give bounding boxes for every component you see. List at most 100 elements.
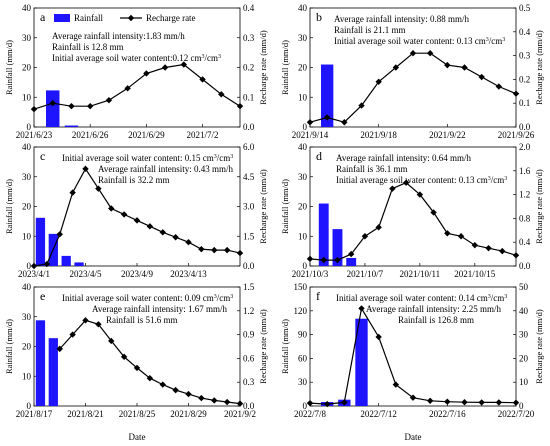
y2-axis-label: Recharge rate (mm/d) bbox=[534, 30, 544, 105]
y2-tick-label: 0.1 bbox=[243, 92, 254, 102]
legend-recharge-label: Recharge rate bbox=[146, 13, 196, 23]
recharge-rate-point bbox=[30, 105, 38, 113]
y2-axis-label: Recharge rate (mm/d) bbox=[534, 309, 544, 384]
x-tick-label: 2022/7/16 bbox=[429, 409, 466, 419]
panel-label: a bbox=[40, 10, 46, 24]
recharge-rate-point bbox=[56, 231, 63, 238]
recharge-rate-point bbox=[461, 64, 468, 71]
plot-frame bbox=[33, 7, 241, 128]
annotation: Initial average soil water content: 0.13… bbox=[334, 36, 505, 46]
recharge-rate-point bbox=[95, 321, 102, 328]
recharge-rate-point bbox=[161, 64, 169, 71]
recharge-rate-point bbox=[444, 398, 451, 405]
recharge-rate-line bbox=[59, 319, 241, 405]
recharge-rate-point bbox=[323, 400, 331, 408]
x-tick-label: 2021/9/18 bbox=[360, 130, 397, 140]
y2-tick-label: 30 bbox=[519, 330, 529, 340]
panel-e: 0 10 20 30 40 0.0 0.3 0.6 0.9 1.2 1.5 2021/8/17 2021… bbox=[4, 282, 268, 442]
recharge-rate-point bbox=[124, 85, 131, 92]
recharge-rate-point bbox=[334, 256, 341, 264]
y-tick-label: 10 bbox=[22, 371, 32, 381]
recharge-rate-point bbox=[236, 102, 244, 110]
y-axis-label: Rainfall (mm/d) bbox=[280, 40, 290, 95]
recharge-rate-point bbox=[409, 394, 417, 401]
plot-frame bbox=[309, 286, 517, 407]
annotation: Average rainfall intensity: 1.67 mm/h bbox=[92, 304, 228, 314]
rainfall-bar bbox=[35, 320, 46, 406]
annotation: Initial average soil water content: 0.14… bbox=[336, 293, 507, 303]
y-tick-label: 120 bbox=[294, 306, 308, 316]
recharge-rate-point bbox=[320, 256, 327, 264]
recharge-rate-point bbox=[159, 229, 166, 236]
y-tick-label: 30 bbox=[298, 33, 308, 43]
y-tick-label: 10 bbox=[298, 231, 308, 241]
recharge-rate-point bbox=[461, 398, 468, 406]
y-tick-label: 10 bbox=[22, 231, 32, 241]
y-tick-label: 150 bbox=[294, 282, 308, 292]
y-axis-label: Rainfall (mm/d) bbox=[4, 319, 14, 374]
y2-tick-label: 40 bbox=[519, 306, 529, 316]
y-tick-label: 10 bbox=[298, 92, 308, 102]
x-tick-label: 2021/7/2 bbox=[187, 130, 219, 140]
recharge-rate-point bbox=[392, 381, 400, 388]
y2-tick-label: 1.2 bbox=[243, 306, 254, 316]
y2-tick-label: 0.9 bbox=[243, 330, 255, 340]
recharge-rate-point bbox=[69, 331, 76, 338]
recharge-rate-point bbox=[306, 255, 314, 263]
annotation: Initial average soil water content:0.12 … bbox=[52, 53, 221, 63]
recharge-rate-point bbox=[198, 245, 205, 253]
y2-tick-label: 0.0 bbox=[243, 261, 255, 271]
y-tick-label: 30 bbox=[298, 172, 308, 182]
recharge-rate-point bbox=[159, 381, 166, 388]
recharge-rate-point bbox=[211, 397, 218, 404]
recharge-rate-point bbox=[180, 61, 188, 68]
y-tick-label: 20 bbox=[22, 202, 32, 212]
annotation: Rainfall is 51.6 mm bbox=[106, 315, 178, 325]
legend-recharge-marker bbox=[127, 14, 135, 22]
y2-axis-label: Recharge rate (mm/d) bbox=[258, 30, 268, 105]
y2-tick-label: 0.4 bbox=[243, 3, 255, 13]
recharge-rate-point bbox=[426, 397, 434, 404]
y-axis-label: Rainfall (mm/d) bbox=[280, 319, 290, 374]
annotation: Initial average soil water content: 0.15… bbox=[62, 153, 233, 163]
recharge-rate-point bbox=[444, 230, 451, 237]
recharge-rate-point bbox=[306, 119, 314, 126]
y2-tick-label: 1.2 bbox=[519, 190, 530, 200]
recharge-rate-point bbox=[375, 224, 382, 231]
recharge-rate-point bbox=[512, 399, 520, 406]
y2-tick-label: 0.0 bbox=[243, 401, 255, 411]
recharge-rate-point bbox=[105, 97, 113, 104]
recharge-rate-point bbox=[185, 390, 192, 398]
y2-tick-label: 6.0 bbox=[243, 142, 255, 152]
recharge-rate-point bbox=[185, 239, 192, 246]
y2-tick-label: 1.6 bbox=[519, 166, 531, 176]
panel-d: 0 10 20 30 40 0.0 0.4 0.8 1.2 1.6 2.0 2021/10/3 2021… bbox=[280, 142, 544, 279]
legend-rainfall-swatch bbox=[54, 14, 70, 22]
y-tick-label: 20 bbox=[298, 63, 308, 73]
x-tick-label: 2021/9/22 bbox=[429, 130, 466, 140]
y2-tick-label: 0.3 bbox=[519, 51, 531, 61]
y-tick-label: 0 bbox=[27, 401, 32, 411]
recharge-rate-point bbox=[172, 234, 179, 241]
y-tick-label: 30 bbox=[298, 377, 308, 387]
x-tick-label: 2022/7/8 bbox=[294, 409, 327, 419]
x-tick-label: 2021/6/29 bbox=[128, 130, 165, 140]
y2-tick-label: 0.6 bbox=[243, 353, 255, 363]
panel-label: b bbox=[316, 10, 322, 24]
recharge-rate-point bbox=[457, 233, 465, 240]
x-tick-label: 2021/9/14 bbox=[292, 130, 329, 140]
rainfall-bar bbox=[48, 338, 58, 406]
y2-axis-label: Recharge rate (mm/d) bbox=[258, 309, 268, 384]
recharge-rate-point bbox=[143, 70, 150, 77]
y2-tick-label: 0.3 bbox=[243, 377, 255, 387]
recharge-rate-point bbox=[146, 375, 154, 382]
x-tick-label: 2023/4/13 bbox=[170, 269, 207, 279]
recharge-rate-point bbox=[133, 364, 141, 372]
x-axis-label: Date bbox=[405, 432, 422, 442]
recharge-rate-point bbox=[223, 246, 231, 254]
y-tick-label: 40 bbox=[298, 142, 308, 152]
recharge-rate-point bbox=[146, 223, 154, 230]
annotation: Rainfall is 126.8 mm bbox=[398, 315, 474, 325]
recharge-rate-point bbox=[82, 317, 89, 324]
recharge-rate-point bbox=[223, 398, 231, 406]
